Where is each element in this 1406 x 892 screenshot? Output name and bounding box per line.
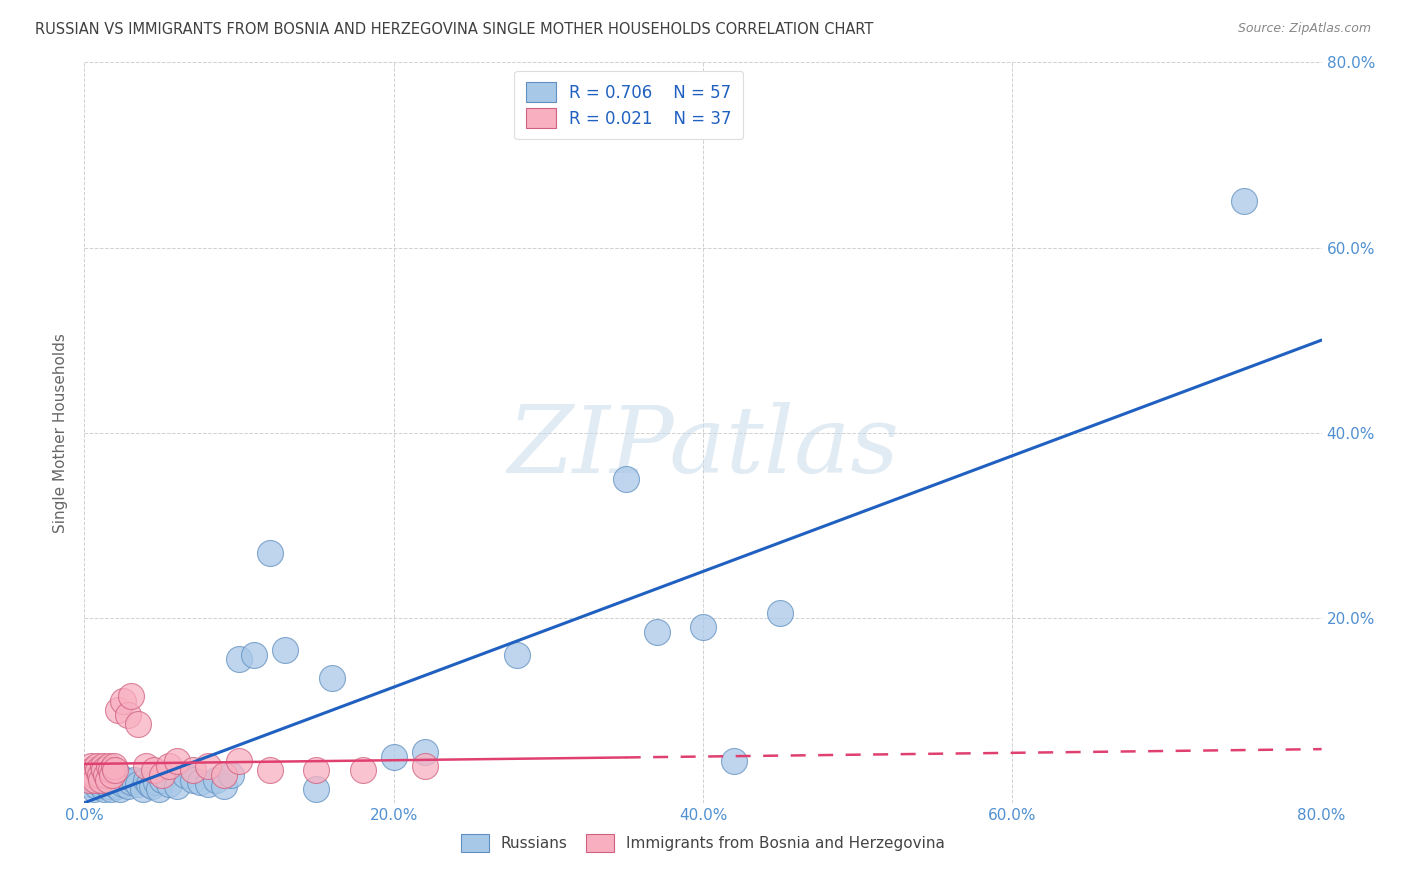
Text: RUSSIAN VS IMMIGRANTS FROM BOSNIA AND HERZEGOVINA SINGLE MOTHER HOUSEHOLDS CORRE: RUSSIAN VS IMMIGRANTS FROM BOSNIA AND HE… xyxy=(35,22,873,37)
Point xyxy=(135,772,157,787)
Point xyxy=(243,648,266,662)
Point xyxy=(87,764,110,778)
Point xyxy=(159,758,180,772)
Point xyxy=(382,749,405,764)
Point xyxy=(506,648,529,662)
Point xyxy=(228,754,250,768)
Point xyxy=(150,772,173,787)
Point xyxy=(188,775,211,789)
Point xyxy=(101,770,124,784)
Point xyxy=(86,758,108,772)
Point xyxy=(692,620,714,634)
Point xyxy=(321,671,343,685)
Point xyxy=(117,779,139,793)
Point xyxy=(76,768,98,782)
Point xyxy=(148,781,170,796)
Point xyxy=(93,781,115,796)
Point xyxy=(181,764,204,778)
Point xyxy=(91,772,114,787)
Point xyxy=(305,764,328,778)
Point xyxy=(352,764,374,778)
Point xyxy=(104,772,127,787)
Point xyxy=(212,768,235,782)
Point xyxy=(413,745,436,759)
Point xyxy=(614,472,637,486)
Point xyxy=(94,768,117,782)
Point xyxy=(98,758,121,772)
Point xyxy=(174,768,197,782)
Point xyxy=(83,781,105,796)
Point xyxy=(87,775,110,789)
Point xyxy=(89,768,111,782)
Point xyxy=(197,758,219,772)
Point xyxy=(94,768,117,782)
Point xyxy=(143,764,166,778)
Point xyxy=(135,758,157,772)
Point xyxy=(91,758,114,772)
Point xyxy=(84,772,107,787)
Point xyxy=(90,772,112,787)
Point xyxy=(77,772,100,787)
Point xyxy=(769,606,792,620)
Point xyxy=(274,643,297,657)
Point xyxy=(82,764,104,778)
Point xyxy=(212,779,235,793)
Point xyxy=(181,772,204,787)
Point xyxy=(103,758,125,772)
Point xyxy=(82,772,104,787)
Legend: Russians, Immigrants from Bosnia and Herzegovina: Russians, Immigrants from Bosnia and Her… xyxy=(456,829,950,858)
Point xyxy=(100,781,122,796)
Point xyxy=(84,768,107,782)
Point xyxy=(166,754,188,768)
Point xyxy=(96,779,118,793)
Point xyxy=(108,781,131,796)
Point xyxy=(105,779,128,793)
Point xyxy=(120,690,142,704)
Point xyxy=(83,768,105,782)
Point xyxy=(413,758,436,772)
Point xyxy=(159,777,180,791)
Point xyxy=(645,624,668,639)
Point xyxy=(103,777,125,791)
Point xyxy=(166,779,188,793)
Point xyxy=(723,754,745,768)
Point xyxy=(197,777,219,791)
Point xyxy=(1233,194,1256,209)
Point xyxy=(150,768,173,782)
Point xyxy=(112,777,135,791)
Text: Source: ZipAtlas.com: Source: ZipAtlas.com xyxy=(1237,22,1371,36)
Point xyxy=(77,777,100,791)
Point xyxy=(219,768,242,782)
Point xyxy=(86,779,108,793)
Point xyxy=(89,764,111,778)
Point xyxy=(98,775,121,789)
Point xyxy=(145,775,167,789)
Point xyxy=(117,707,139,722)
Point xyxy=(101,768,124,782)
Point xyxy=(79,758,101,772)
Point xyxy=(107,768,129,782)
Point xyxy=(100,764,122,778)
Point xyxy=(259,546,281,560)
Point xyxy=(127,777,149,791)
Point xyxy=(112,694,135,708)
Point xyxy=(127,717,149,731)
Y-axis label: Single Mother Households: Single Mother Households xyxy=(53,333,69,533)
Point xyxy=(205,772,228,787)
Point xyxy=(114,772,136,787)
Point xyxy=(96,772,118,787)
Point xyxy=(141,779,163,793)
Point xyxy=(93,764,115,778)
Point xyxy=(305,781,328,796)
Point xyxy=(120,775,142,789)
Point xyxy=(107,703,129,717)
Point xyxy=(122,772,145,787)
Text: ZIPatlas: ZIPatlas xyxy=(508,402,898,492)
Point xyxy=(90,777,112,791)
Point xyxy=(228,652,250,666)
Point xyxy=(132,781,155,796)
Point xyxy=(104,764,127,778)
Point xyxy=(259,764,281,778)
Point xyxy=(138,777,160,791)
